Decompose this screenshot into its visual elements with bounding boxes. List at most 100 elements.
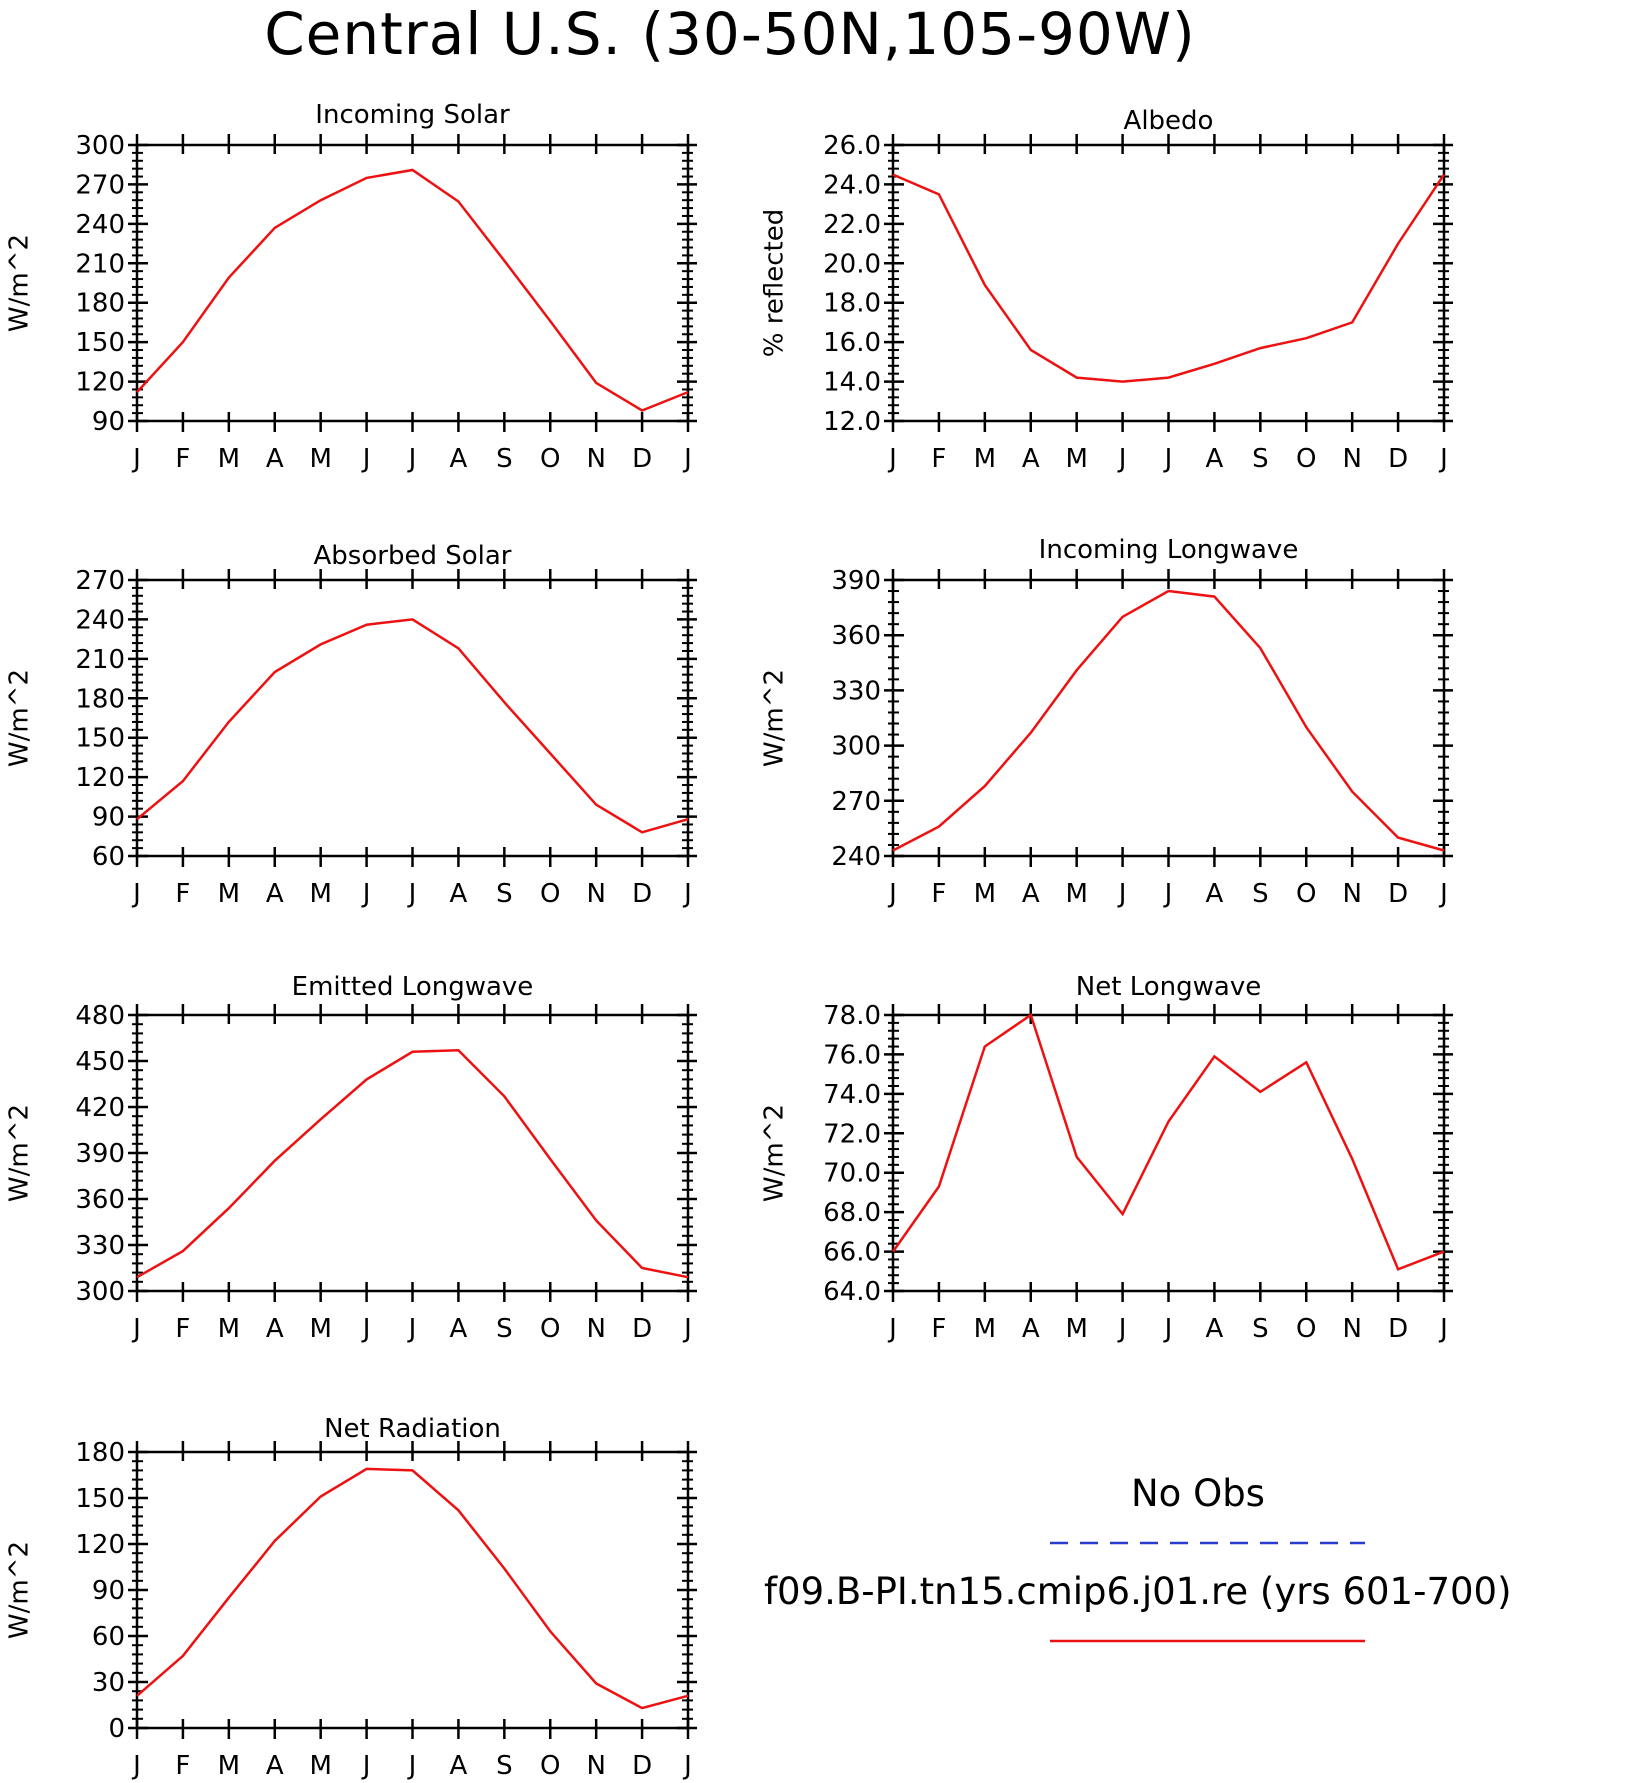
x-tick-label: O [1296,1314,1316,1344]
x-tick-label: A [266,879,284,909]
x-tick-label: J [1163,1314,1173,1344]
y-tick-label: 66.0 [823,1238,881,1268]
y-tick-label: 120 [75,368,125,398]
x-tick-label: J [1117,444,1127,474]
x-tick-label: S [1252,879,1269,909]
x-tick-label: A [450,879,468,909]
x-tick-label: J [407,1314,417,1344]
series-line [136,1049,689,1279]
series-line [892,589,1445,852]
x-tick-label: A [1206,444,1224,474]
legend-obs-label: No Obs [1131,1472,1265,1515]
x-tick-label: J [682,1314,692,1344]
x-tick-label: M [974,879,996,909]
chart-panel-2: J F M A M J J A S O N D J12.014.016.018.020.022.024.… [760,106,1453,474]
y-tick-label: 72.0 [823,1119,881,1149]
y-tick-label: 180 [75,1438,125,1468]
x-tick-label: S [496,1751,513,1781]
x-tick-label: M [309,1751,331,1781]
y-tick-label: 360 [75,1185,125,1215]
y-axis-label: W/m^2 [5,669,35,767]
plot-frame [891,1013,1446,1293]
x-tick-label: M [1065,444,1087,474]
x-tick-label: A [450,444,468,474]
y-tick-label: 64.0 [823,1277,881,1307]
x-tick-label: D [632,879,652,909]
y-tick-label: 0 [108,1714,125,1744]
y-tick-label: 330 [831,676,881,706]
x-tick-label: A [1022,444,1040,474]
y-axis-label: W/m^2 [5,234,35,332]
x-tick-label: O [540,444,560,474]
legend-model-label: f09.B-PI.tn15.cmip6.j01.re (yrs 601-700) [764,1570,1512,1613]
x-tick-label: A [266,444,284,474]
series-line [136,168,689,412]
x-tick-label: F [175,444,190,474]
y-tick-label: 270 [75,566,125,596]
chart-title: Absorbed Solar [314,541,512,571]
y-tick-label: 78.0 [823,1001,881,1031]
x-tick-label: S [1252,444,1269,474]
x-tick-label: J [131,1751,141,1781]
y-tick-label: 70.0 [823,1159,881,1189]
y-tick-label: 90 [92,1576,125,1606]
y-tick-label: 270 [831,787,881,817]
chart-title: Albedo [1124,106,1214,136]
y-tick-label: 420 [75,1093,125,1123]
x-tick-label: N [1342,879,1361,909]
y-tick-label: 450 [75,1047,125,1077]
x-tick-label: J [1163,879,1173,909]
x-tick-label: D [1388,1314,1408,1344]
x-tick-label: S [1252,1314,1269,1344]
x-tick-label: J [887,444,897,474]
y-tick-label: 60 [92,842,125,872]
y-tick-label: 300 [75,131,125,161]
x-tick-label: J [407,1751,417,1781]
x-tick-label: F [175,879,190,909]
chart-title: Incoming Longwave [1039,535,1299,565]
x-tick-label: A [1022,879,1040,909]
y-tick-label: 150 [75,724,125,754]
x-tick-label: A [1206,879,1224,909]
plot-frame [891,578,1446,858]
y-tick-label: 240 [75,210,125,240]
page-title: Central U.S. (30-50N,105-90W) [264,0,1196,68]
y-tick-label: 120 [75,763,125,793]
x-tick-label: M [309,444,331,474]
plot-frame [135,1450,690,1730]
x-tick-label: N [586,1751,605,1781]
x-tick-label: M [309,879,331,909]
y-tick-label: 26.0 [823,131,881,161]
chart-panel-3: J F M A M J J A S O N D J6090120150180210240270W/m^2… [5,541,697,909]
x-tick-label: D [1388,879,1408,909]
chart-panel-6: J F M A M J J A S O N D J64.066.068.070.072.074.076.… [760,972,1453,1344]
x-tick-label: A [266,1751,284,1781]
x-tick-label: M [309,1314,331,1344]
x-tick-label: F [931,444,946,474]
x-tick-label: M [218,444,240,474]
x-tick-label: J [1438,444,1448,474]
y-tick-label: 480 [75,1001,125,1031]
y-tick-label: 300 [831,732,881,762]
x-tick-label: M [974,1314,996,1344]
x-tick-label: J [1163,444,1173,474]
x-tick-label: J [361,444,371,474]
y-axis-label: % reflected [760,209,790,357]
x-tick-label: F [931,879,946,909]
y-tick-label: 240 [75,605,125,635]
x-tick-label: J [682,1751,692,1781]
x-tick-label: J [407,879,417,909]
x-tick-label: J [682,879,692,909]
plot-frame [135,1013,690,1293]
chart-title: Incoming Solar [315,100,510,130]
y-tick-label: 330 [75,1231,125,1261]
series-line [891,1013,1445,1271]
x-tick-label: N [586,444,605,474]
x-tick-label: M [218,1314,240,1344]
x-tick-label: A [266,1314,284,1344]
chart-title: Net Longwave [1076,972,1261,1002]
x-tick-label: M [974,444,996,474]
y-tick-label: 76.0 [823,1040,881,1070]
